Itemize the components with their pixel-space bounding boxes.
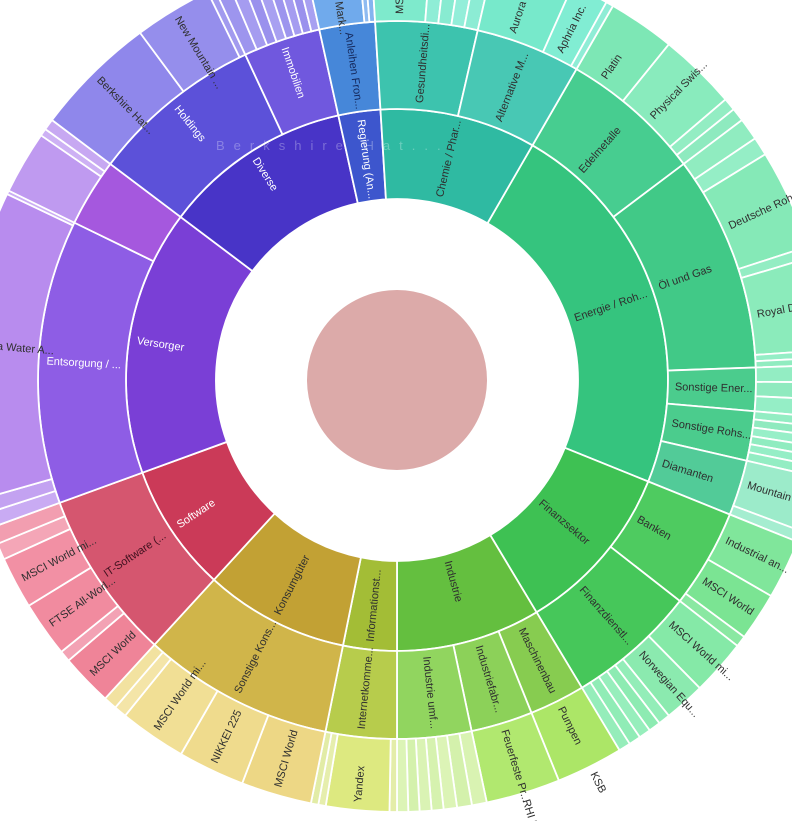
wedge-sliver[interactable] [754, 365, 792, 383]
wedge-sliver[interactable] [396, 737, 410, 813]
center-circle[interactable] [305, 288, 489, 472]
wedge-label-rhi-magnesita: RHI Magnesita... [520, 798, 555, 821]
wedge-sliver[interactable] [569, 0, 615, 71]
wedge-label-china-water-a: China Water A... [0, 339, 54, 358]
wedge-label-ksb: KSB [588, 770, 609, 795]
wedge-label-sonstige-ener: Sonstige Ener... [675, 381, 753, 395]
ghost-watermark-label: Berkshire Hat... [216, 138, 450, 153]
wedge-label-yandex: Yandex [352, 765, 367, 803]
wedge-label-msci-world: MSCI World [394, 0, 407, 14]
wedge-label-entsorgung: Entsorgung / ... [46, 356, 121, 372]
